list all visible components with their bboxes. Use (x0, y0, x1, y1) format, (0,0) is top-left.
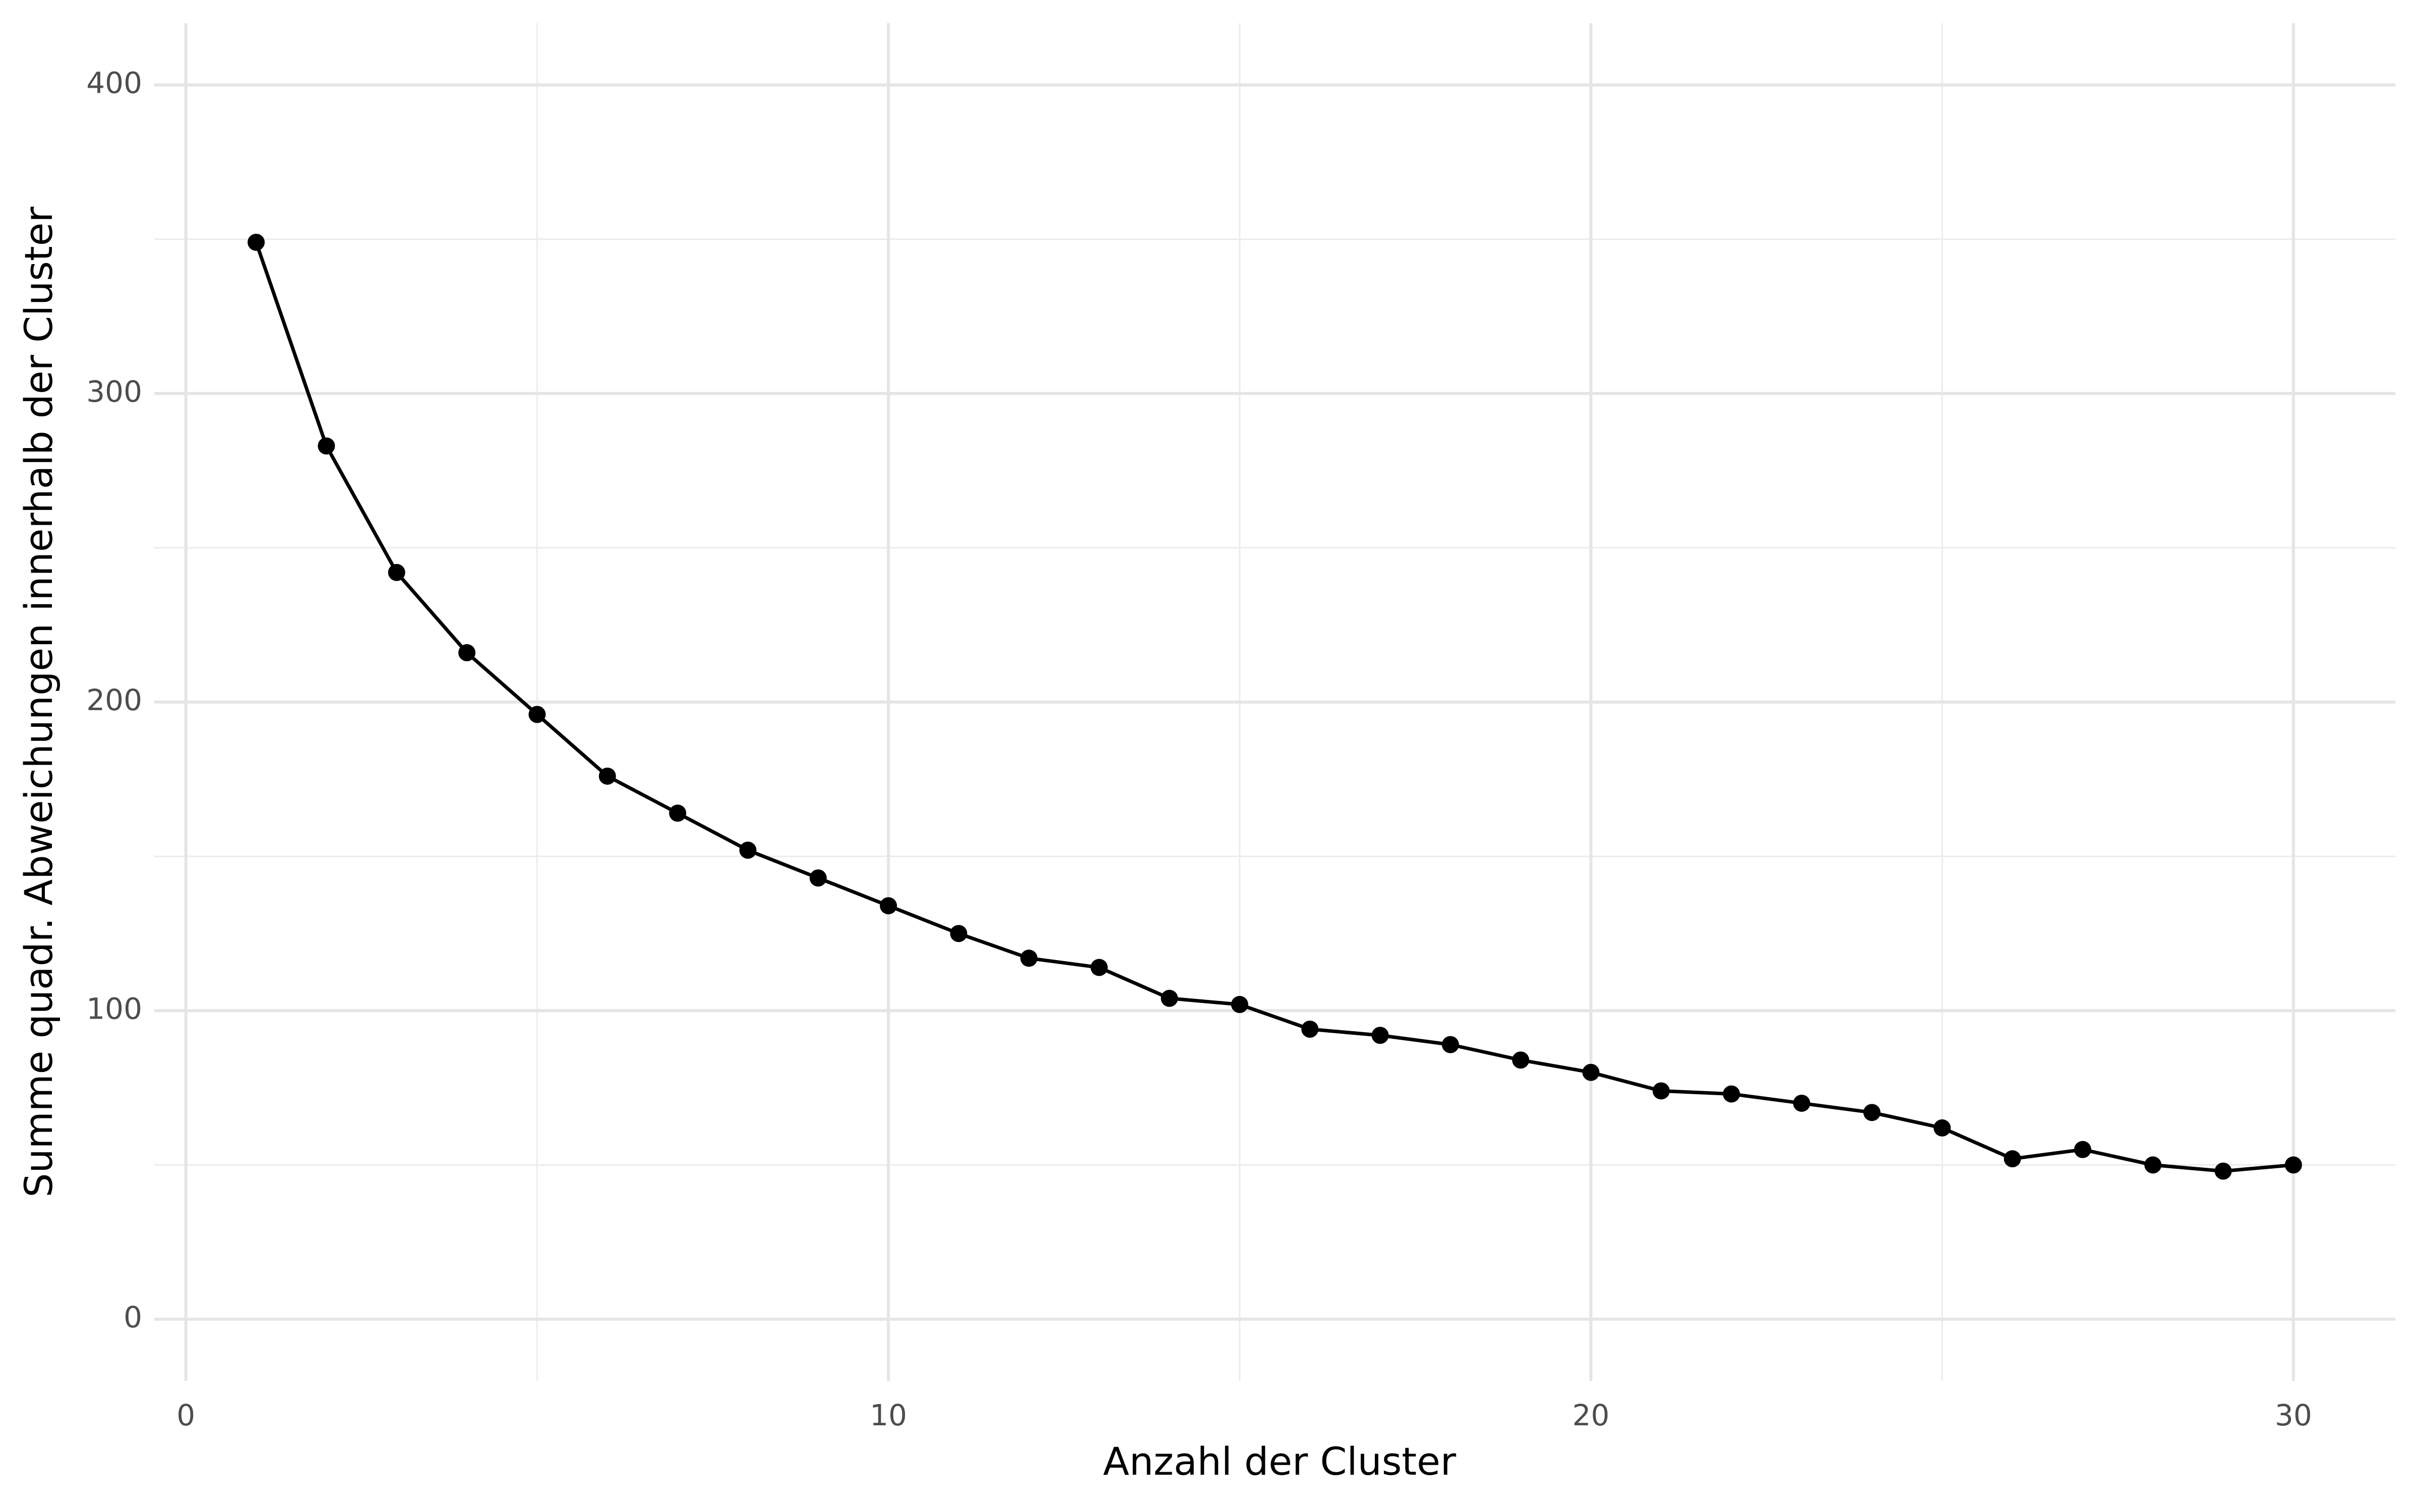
point (528, 706, 546, 723)
x-tick-label: 10 (870, 1398, 907, 1432)
x-tick-label: 30 (2275, 1398, 2312, 1432)
point (1652, 1082, 1670, 1100)
point (2004, 1150, 2021, 1168)
point (1231, 996, 1248, 1014)
y-tick-label: 100 (86, 991, 142, 1026)
point (1371, 1027, 1389, 1044)
point (1020, 950, 1038, 967)
x-tick-label: 20 (1572, 1398, 1610, 1432)
point (950, 925, 967, 942)
point (739, 841, 757, 859)
point (1582, 1063, 1600, 1081)
x-axis-title: Anzahl der Cluster (1103, 1439, 1457, 1484)
point (1161, 989, 1178, 1007)
x-tick-label: 0 (176, 1398, 195, 1432)
point (1091, 959, 1108, 976)
point (809, 869, 827, 887)
point (318, 437, 335, 455)
y-tick-label: 400 (86, 66, 142, 100)
point (1441, 1036, 1459, 1053)
y-axis-title: Summe quadr. Abweichungen innerhalb der … (16, 206, 61, 1197)
point (388, 563, 405, 581)
point (458, 644, 476, 662)
point (1301, 1021, 1319, 1038)
point (1793, 1094, 1810, 1112)
y-tick-label: 300 (86, 374, 142, 409)
point (1933, 1119, 1951, 1137)
point (2144, 1156, 2162, 1174)
point (248, 233, 265, 251)
point (1863, 1104, 1881, 1121)
point (2214, 1162, 2232, 1180)
point (880, 897, 897, 915)
point (2284, 1156, 2302, 1174)
line (254, 241, 2294, 1173)
point (1723, 1085, 1740, 1103)
point (669, 804, 687, 822)
y-tick-label: 200 (86, 683, 142, 717)
point (598, 767, 616, 785)
point (1512, 1051, 1530, 1069)
y-tick-label: 0 (124, 1300, 142, 1335)
point (2074, 1141, 2091, 1158)
